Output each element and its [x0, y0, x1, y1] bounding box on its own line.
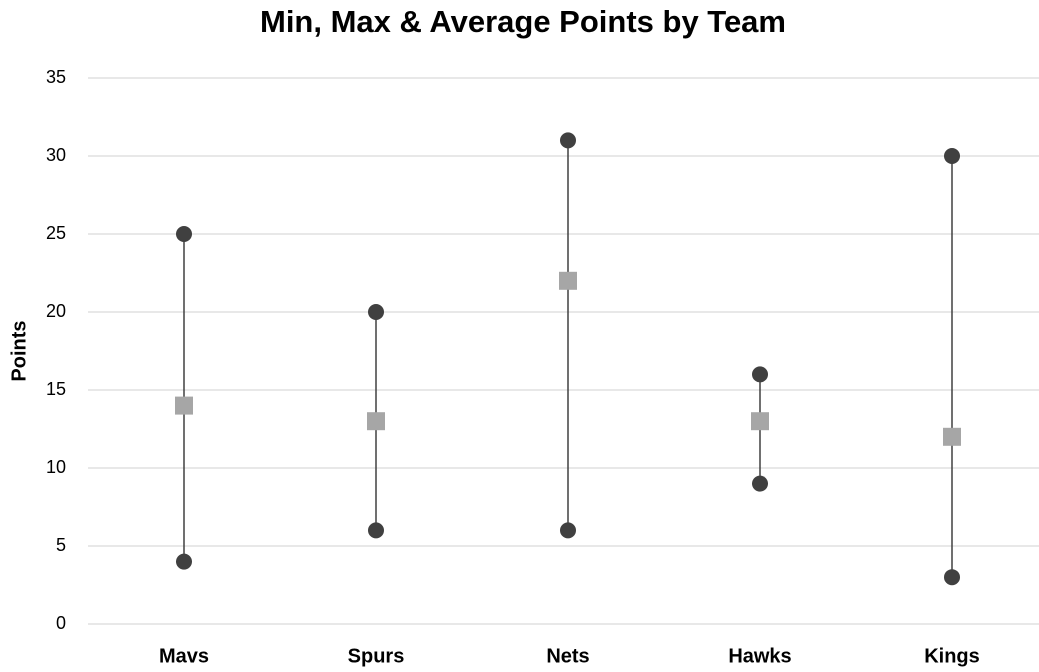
- x-tick-label: Hawks: [728, 645, 791, 667]
- point-marker: [176, 226, 192, 242]
- chart-title: Min, Max & Average Points by Team: [260, 4, 786, 39]
- x-tick-label: Mavs: [159, 645, 209, 667]
- average-marker: [175, 396, 193, 415]
- x-tick-label: Spurs: [348, 645, 405, 667]
- point-marker: [560, 132, 576, 149]
- point-marker: [944, 569, 960, 586]
- y-axis-label: Points: [8, 320, 30, 381]
- point-marker: [560, 522, 576, 539]
- point-marker: [752, 366, 768, 383]
- y-tick-label: 25: [46, 223, 66, 243]
- average-marker: [943, 427, 961, 446]
- y-tick-label: 10: [46, 457, 66, 477]
- y-tick-label: 35: [46, 67, 66, 87]
- y-tick-label: 15: [46, 379, 66, 399]
- point-marker: [368, 304, 384, 320]
- average-marker: [751, 412, 769, 431]
- point-marker: [752, 475, 768, 492]
- y-tick-label: 20: [46, 301, 66, 321]
- x-tick-label: Nets: [546, 645, 589, 667]
- point-marker: [944, 148, 960, 164]
- average-marker: [367, 412, 385, 431]
- y-tick-label: 5: [56, 535, 66, 555]
- point-marker: [368, 522, 384, 539]
- x-tick-label: Kings: [924, 645, 980, 667]
- y-tick-label: 30: [46, 145, 66, 165]
- average-marker: [559, 271, 577, 290]
- y-tick-label: 0: [56, 613, 66, 633]
- point-marker: [176, 553, 192, 570]
